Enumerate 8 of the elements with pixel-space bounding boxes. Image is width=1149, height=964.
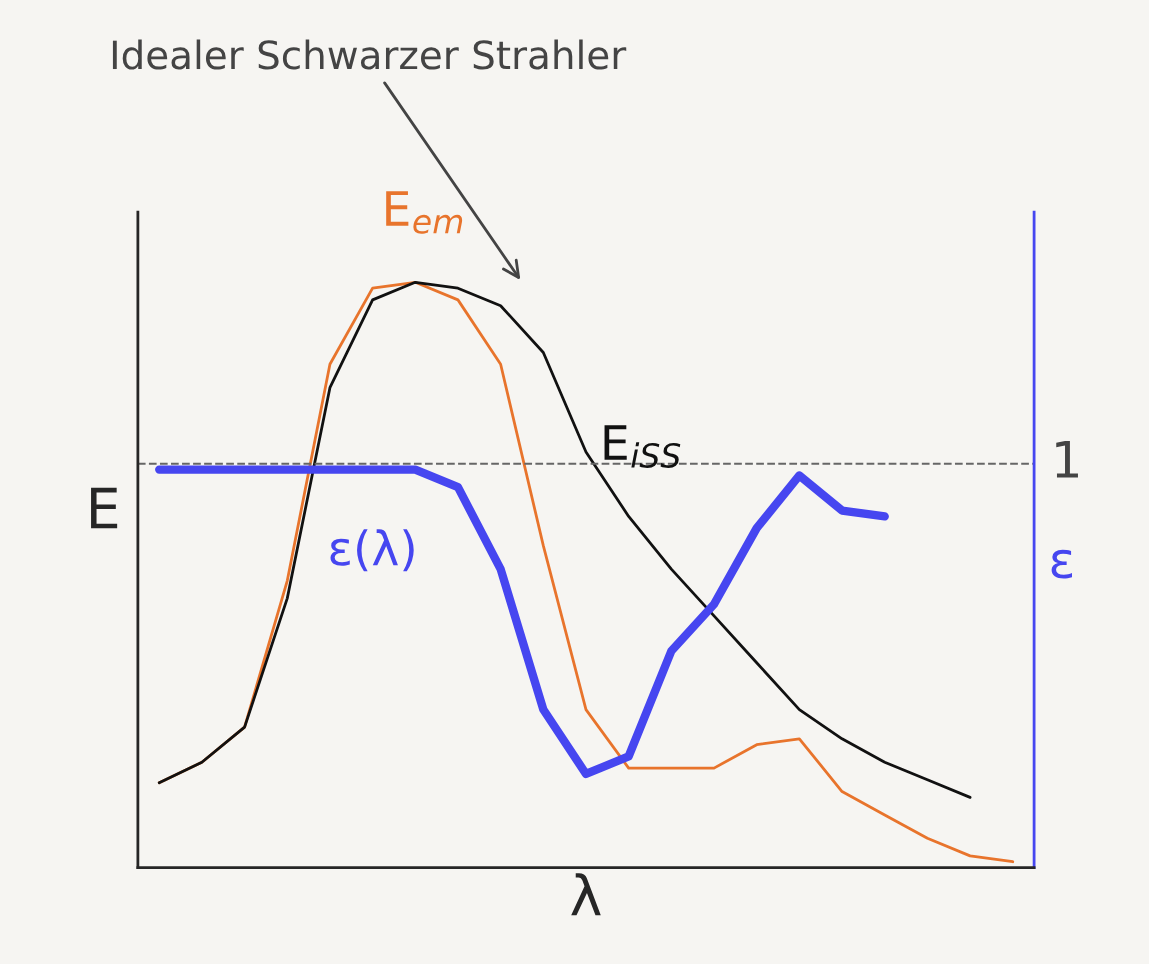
x-axis-title: λ <box>571 873 601 916</box>
series-label: E$_{em}$ <box>386 191 463 234</box>
text: Idealer Schwarzer Strahler <box>112 39 627 70</box>
ref-line-label: 1 <box>1056 441 1078 478</box>
series-label: E$_{iSS}$ <box>604 425 681 468</box>
y2-axis-title: ε <box>1051 549 1072 579</box>
series-label: ε(λ) <box>330 529 414 572</box>
y-axis-title: E <box>91 487 118 529</box>
